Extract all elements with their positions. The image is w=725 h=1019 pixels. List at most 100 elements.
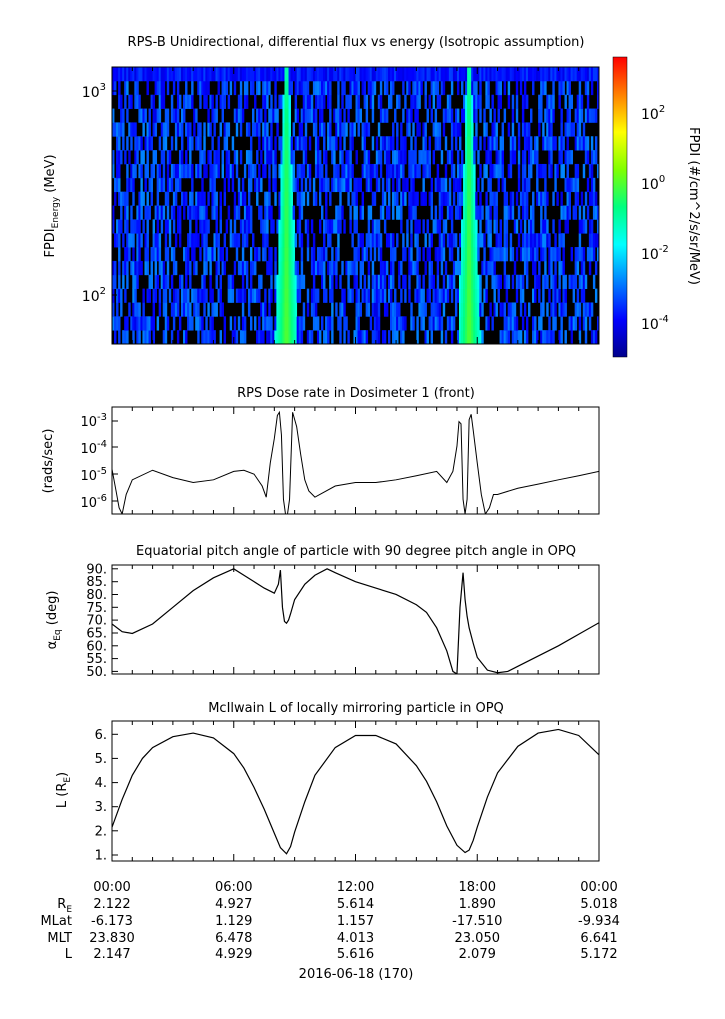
spectrogram-cell bbox=[560, 302, 563, 317]
spectrogram-cell bbox=[144, 136, 147, 151]
spectrogram-cell bbox=[252, 67, 255, 82]
spectrogram-cell bbox=[286, 247, 289, 262]
spectrogram-cell bbox=[469, 247, 472, 262]
spectrogram-cell bbox=[471, 150, 474, 165]
spectrogram-cell bbox=[566, 80, 569, 96]
spectrogram-cell bbox=[426, 163, 429, 179]
spectrogram-cell bbox=[292, 260, 296, 276]
spectrogram-cell bbox=[521, 163, 525, 179]
spectrogram-cell bbox=[146, 330, 149, 344]
spectrogram-cell bbox=[302, 163, 306, 179]
spectrogram-cell bbox=[410, 233, 413, 248]
spectrogram-cell bbox=[308, 330, 312, 344]
spectrogram-cell bbox=[266, 219, 269, 234]
footer-value: -17.510 bbox=[452, 914, 502, 929]
spectrogram-cell bbox=[456, 247, 460, 262]
spectrogram-cell bbox=[130, 94, 133, 109]
spectrogram-cell bbox=[493, 191, 496, 206]
spectrogram-cell bbox=[542, 163, 545, 179]
spectrogram-cell bbox=[517, 150, 521, 165]
spectrogram-cell bbox=[343, 219, 346, 234]
spectrogram-cell bbox=[450, 205, 454, 220]
time-label-0: 00:00 bbox=[93, 880, 130, 895]
spectrogram-cell bbox=[203, 136, 206, 151]
spectrogram-cell bbox=[280, 302, 283, 317]
spectrogram-cell bbox=[199, 288, 202, 303]
spectrogram-cell bbox=[509, 316, 513, 331]
spectrogram-cell bbox=[215, 205, 218, 220]
spectrogram-cell bbox=[548, 108, 551, 123]
spectrogram-cell bbox=[288, 163, 291, 179]
spectrogram-cell bbox=[475, 108, 478, 123]
spectrogram-cell bbox=[239, 94, 243, 109]
spectrogram-cell bbox=[150, 274, 153, 289]
spectrogram-cell bbox=[436, 274, 440, 289]
spectrogram-cell bbox=[207, 80, 210, 96]
spectrogram-cell bbox=[323, 219, 326, 234]
spectrogram-cell bbox=[479, 80, 482, 96]
spectrogram-cell bbox=[124, 219, 127, 234]
spectrogram-cell bbox=[503, 233, 507, 248]
spectrogram-cell bbox=[284, 108, 287, 123]
spectrogram-cell bbox=[357, 80, 360, 96]
panel4-frame bbox=[111, 720, 600, 862]
spectrogram-cell bbox=[414, 260, 417, 276]
spectrogram-cell bbox=[550, 274, 553, 289]
spectrogram-cell bbox=[152, 302, 156, 317]
spectrogram-cell bbox=[142, 316, 145, 331]
spectrogram-cell bbox=[367, 80, 371, 96]
spectrogram-cell bbox=[325, 219, 328, 234]
spectrogram-cell bbox=[138, 316, 141, 331]
spectrogram-cell bbox=[327, 219, 330, 234]
spectrogram-cell bbox=[371, 163, 375, 179]
spectrogram-cell bbox=[471, 80, 474, 96]
spectrogram-cell bbox=[278, 67, 281, 82]
spectrogram-cell bbox=[390, 260, 393, 276]
spectrogram-cell bbox=[590, 247, 594, 262]
spectrogram-cell bbox=[325, 330, 328, 344]
spectrogram-cell bbox=[404, 274, 407, 289]
spectrogram-cell bbox=[203, 302, 206, 317]
spectrogram-cell bbox=[154, 108, 158, 123]
spectrogram-cell bbox=[363, 163, 367, 179]
spectrogram-cell bbox=[241, 67, 245, 82]
spectrogram-cell bbox=[168, 67, 172, 82]
spectrogram-cell bbox=[345, 67, 348, 82]
spectrogram-cell bbox=[164, 219, 168, 234]
spectrogram-cell bbox=[321, 316, 324, 331]
spectrogram-cell bbox=[122, 108, 125, 123]
spectrogram-cell bbox=[469, 205, 472, 220]
spectrogram-cell bbox=[473, 67, 476, 82]
spectrogram-cell bbox=[314, 260, 318, 276]
spectrogram-cell bbox=[554, 274, 557, 289]
spectrogram-cell bbox=[343, 67, 346, 82]
spectrogram-cell bbox=[205, 260, 208, 276]
spectrogram-cell bbox=[367, 274, 371, 289]
spectrogram-cell bbox=[353, 274, 356, 289]
panel3-ytick: 85. bbox=[86, 575, 107, 590]
spectrogram-cell bbox=[286, 274, 289, 289]
spectrogram-cell bbox=[335, 177, 338, 193]
spectrogram-cell bbox=[124, 316, 127, 331]
spectrogram-cell bbox=[154, 122, 158, 137]
spectrogram-cell bbox=[321, 67, 324, 82]
spectrogram-cell bbox=[268, 136, 271, 151]
spectrogram-cell bbox=[207, 219, 210, 234]
spectrogram-cell bbox=[509, 302, 513, 317]
spectrogram-cell bbox=[461, 247, 464, 262]
spectrogram-cell bbox=[580, 219, 584, 234]
spectrogram-cell bbox=[473, 233, 476, 248]
spectrogram-cell bbox=[570, 150, 574, 165]
spectrogram-cell bbox=[458, 191, 462, 206]
spectrogram-cell bbox=[312, 288, 316, 303]
spectrogram-cell bbox=[203, 260, 206, 276]
spectrogram-cell bbox=[590, 330, 594, 344]
spectrogram-cell bbox=[278, 163, 281, 179]
spectrogram-cell bbox=[174, 177, 178, 193]
spectrogram-cell bbox=[262, 122, 265, 137]
spectrogram-cell bbox=[284, 136, 287, 151]
spectrogram-cell bbox=[180, 136, 184, 151]
spectrogram-cell bbox=[132, 330, 135, 344]
spectrogram-cell bbox=[337, 80, 340, 96]
panel3-ytick: 90. bbox=[86, 562, 107, 577]
